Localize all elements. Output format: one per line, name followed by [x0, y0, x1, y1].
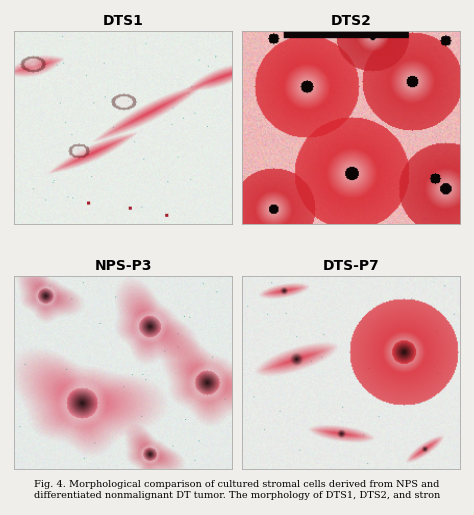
Text: DTS1: DTS1: [103, 14, 144, 28]
Text: NPS-P3: NPS-P3: [94, 259, 152, 272]
Text: DTS-P7: DTS-P7: [322, 259, 379, 272]
Text: Fig. 4. Morphological comparison of cultured stromal cells derived from NPS and
: Fig. 4. Morphological comparison of cult…: [34, 480, 440, 500]
Text: DTS2: DTS2: [330, 14, 371, 28]
